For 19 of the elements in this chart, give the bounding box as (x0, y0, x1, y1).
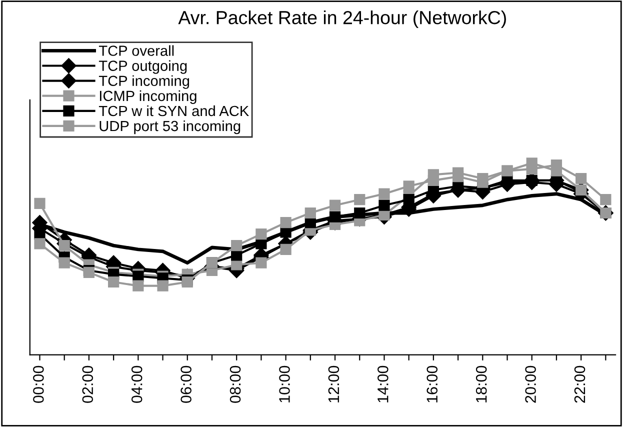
chart-title: Avr. Packet Rate in 24-hour (NetworkC) (178, 10, 506, 28)
x-tick-label: 04:00 (131, 366, 142, 403)
x-tick-label: 10:00 (279, 366, 290, 402)
x-tick-label: 02:00 (82, 366, 94, 403)
x-tick-label: 14:00 (378, 366, 388, 402)
x-tick-label: 20:00 (525, 366, 536, 403)
legend-label: ICMP incoming (100, 90, 196, 104)
x-tick-label: 22:00 (574, 366, 586, 403)
legend-label: UDP port 53 incoming (100, 120, 240, 134)
x-tick-label: 12:00 (328, 366, 340, 402)
legend-label: TCP w it SYN and ACK (98, 105, 249, 116)
legend-label: TCP outgoing (98, 60, 187, 74)
x-tick-label: 16:00 (426, 366, 438, 402)
x-tick-label: 06:00 (180, 366, 192, 403)
legend-label: TCP overall (98, 45, 174, 56)
x-tick-label: 08:00 (230, 366, 241, 403)
x-tick-label: 18:00 (476, 366, 487, 402)
legend-label: TCP incoming (98, 75, 190, 89)
x-tick-label: 00:00 (33, 366, 44, 403)
